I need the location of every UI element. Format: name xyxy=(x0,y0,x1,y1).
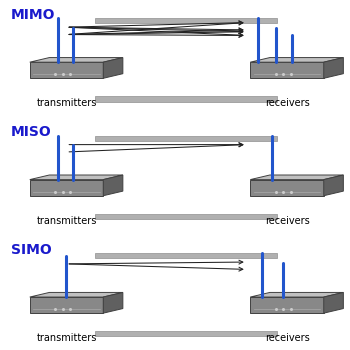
Polygon shape xyxy=(250,175,343,180)
Text: transmitters: transmitters xyxy=(36,98,97,108)
Text: MIMO: MIMO xyxy=(10,8,55,22)
Polygon shape xyxy=(30,62,103,78)
Bar xyxy=(94,331,276,336)
Bar xyxy=(94,253,276,258)
Polygon shape xyxy=(250,62,324,78)
Polygon shape xyxy=(30,293,123,297)
Polygon shape xyxy=(30,297,103,313)
Bar xyxy=(94,135,276,141)
Polygon shape xyxy=(250,180,324,196)
Text: MISO: MISO xyxy=(10,126,51,140)
Text: transmitters: transmitters xyxy=(36,216,97,226)
Polygon shape xyxy=(30,180,103,196)
Text: SIMO: SIMO xyxy=(10,243,51,257)
Polygon shape xyxy=(250,57,343,62)
Polygon shape xyxy=(250,293,343,297)
Bar xyxy=(94,18,276,23)
Polygon shape xyxy=(250,297,324,313)
Polygon shape xyxy=(103,293,123,313)
Polygon shape xyxy=(103,57,123,78)
Text: receivers: receivers xyxy=(265,216,309,226)
Polygon shape xyxy=(324,57,343,78)
Text: receivers: receivers xyxy=(265,333,309,343)
Polygon shape xyxy=(103,175,123,196)
Polygon shape xyxy=(30,57,123,62)
Bar xyxy=(94,96,276,102)
Polygon shape xyxy=(324,293,343,313)
Polygon shape xyxy=(324,175,343,196)
Polygon shape xyxy=(30,175,123,180)
Bar xyxy=(94,214,276,219)
Text: transmitters: transmitters xyxy=(36,333,97,343)
Text: receivers: receivers xyxy=(265,98,309,108)
